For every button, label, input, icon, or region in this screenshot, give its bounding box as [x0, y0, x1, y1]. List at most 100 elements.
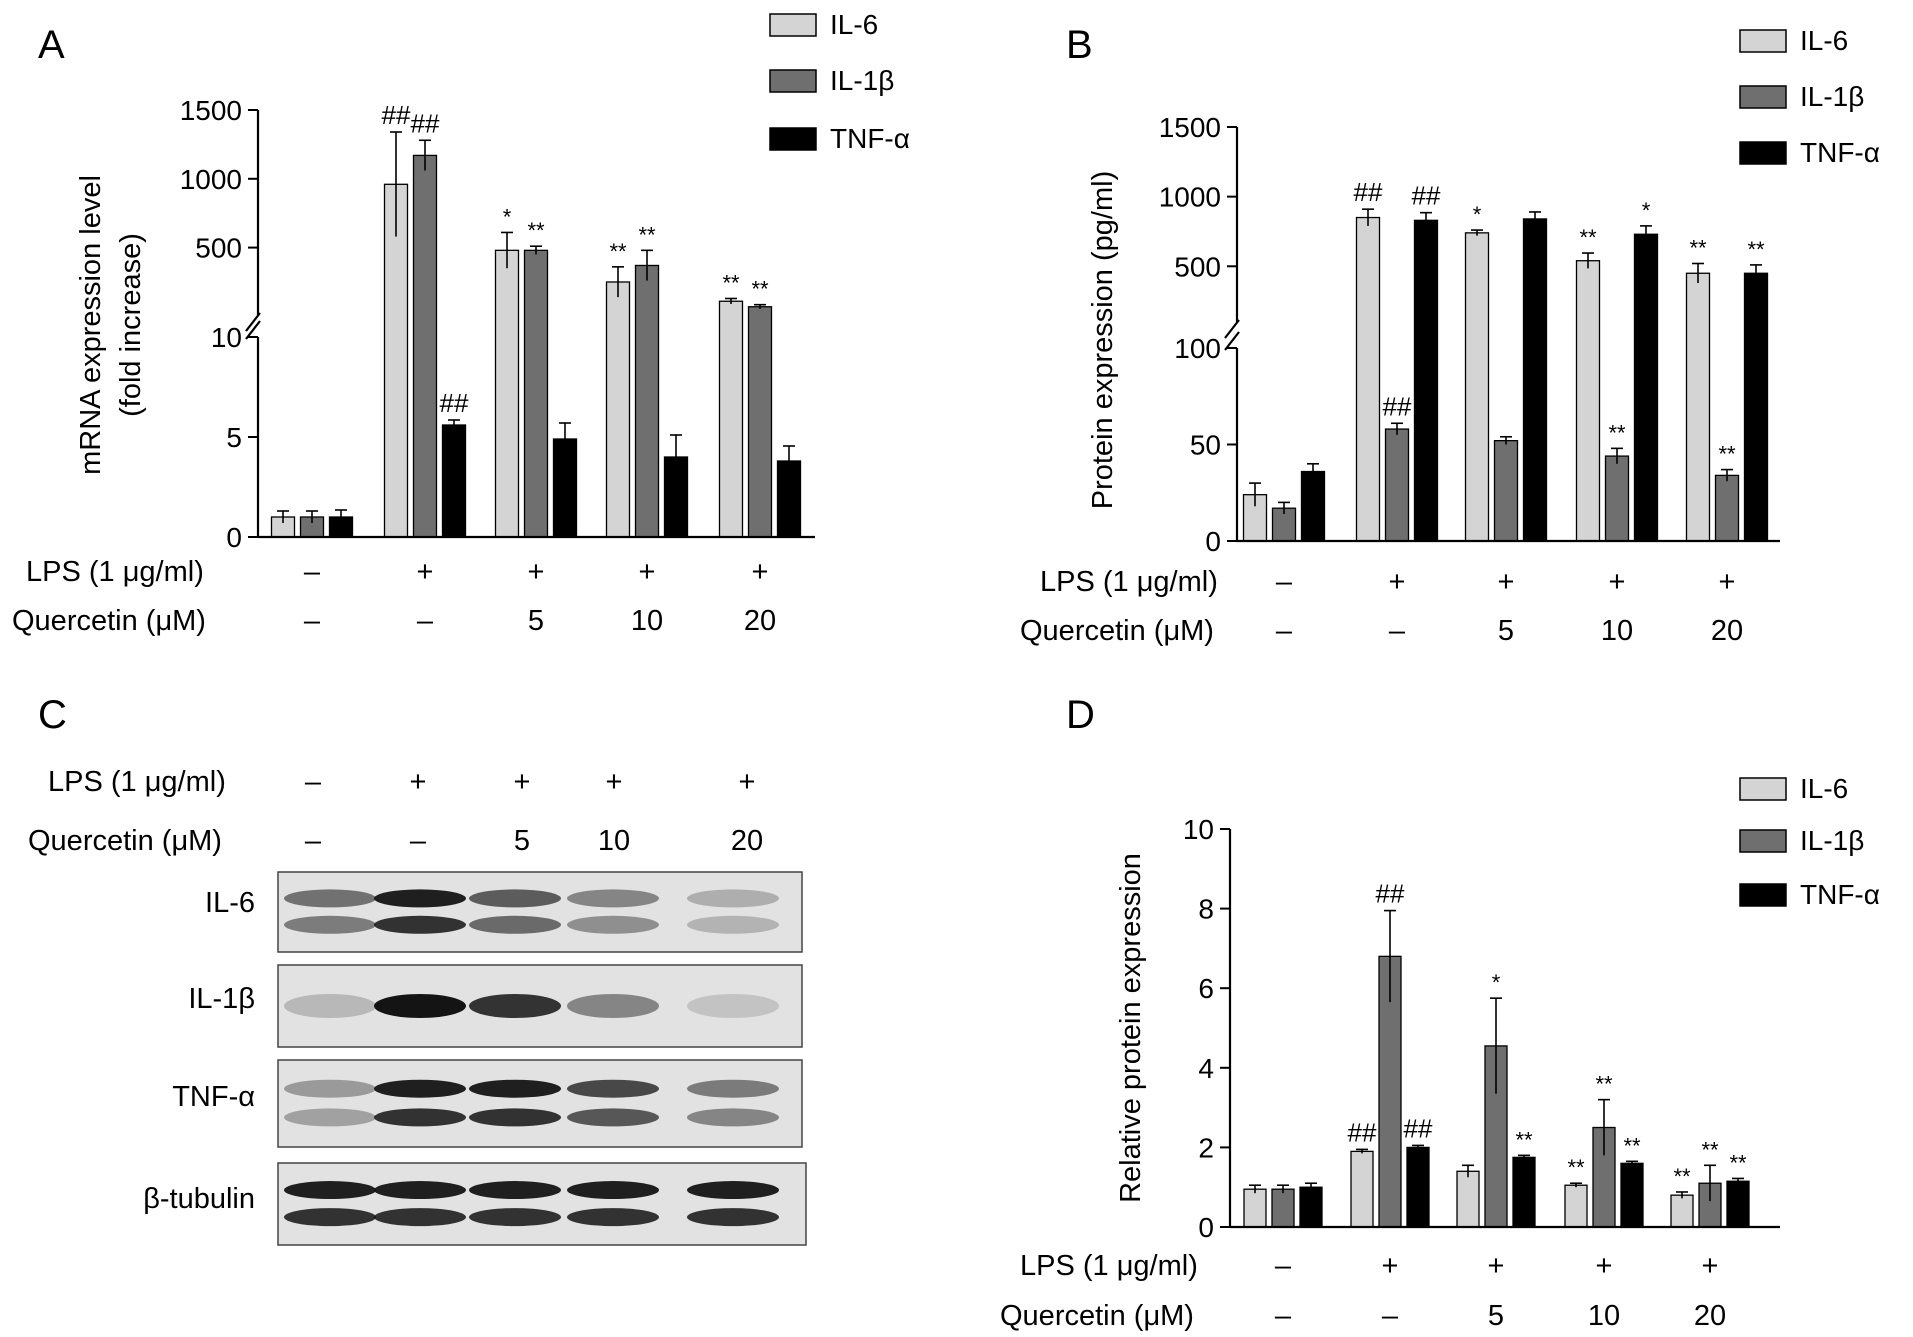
- quercetin-value-c-3: 10: [598, 825, 630, 857]
- bar-b-2-1: [1413, 219, 1439, 542]
- bar-a-0-4: [718, 300, 744, 538]
- bar-a-1-1: [412, 154, 438, 538]
- lps-value-a-0: –: [304, 556, 321, 588]
- y-tick-label-d-0: 0: [1198, 1212, 1214, 1243]
- legend-a-label-il6: IL-6: [830, 9, 878, 40]
- annotation-b-1-4: **: [1718, 442, 1736, 467]
- lps-value-a-1: +: [417, 556, 434, 588]
- annotation-d-0-1: ##: [1348, 1117, 1377, 1147]
- annotation-a-1-4: **: [751, 277, 769, 302]
- bar-d-2-2: [1512, 1156, 1536, 1228]
- blot-band-3-3-1: [567, 1208, 659, 1227]
- bar-b-0-4: [1685, 272, 1711, 542]
- bar-d-2-3: [1620, 1162, 1644, 1228]
- bar-b-0-1: [1355, 216, 1381, 542]
- blot-band-2-1-0: [374, 1079, 466, 1098]
- blot-band-1-3-0: [567, 994, 659, 1018]
- annotation-d-1-3: **: [1595, 1072, 1613, 1097]
- blot-band-3-0-0: [284, 1181, 376, 1200]
- bar-b-1-2: [1493, 439, 1519, 542]
- lps-value-a-4: +: [752, 556, 769, 588]
- lps-value-b-0: –: [1276, 566, 1293, 598]
- y-tick-label-a-1: 5: [226, 422, 242, 453]
- blot-band-2-0-0: [284, 1079, 376, 1098]
- legend-b-swatch-il1b: [1739, 85, 1787, 109]
- blot-label-1: IL-1β: [188, 983, 255, 1015]
- bar-a-0-2: [494, 249, 520, 538]
- legend-d-label-il6: IL-6: [1800, 773, 1848, 804]
- quercetin-value-d-2: 5: [1488, 1300, 1504, 1332]
- y-tick-label-b-3: 500: [1174, 251, 1221, 282]
- blot-band-0-0-0: [284, 889, 376, 908]
- annotation-d-2-4: **: [1729, 1150, 1747, 1175]
- legend-d-swatch-tnf: [1739, 883, 1787, 907]
- bar-d-0-1: [1350, 1150, 1374, 1228]
- blot-band-2-0-1: [284, 1108, 376, 1127]
- bar-b-2-2: [1522, 218, 1548, 542]
- legend-b-swatch-tnf: [1739, 141, 1787, 165]
- lps-value-d-0: –: [1275, 1250, 1292, 1282]
- blot-band-0-1-1: [374, 915, 466, 934]
- bar-a-2-1: [441, 424, 467, 538]
- lps-value-b-4: +: [1719, 566, 1736, 598]
- blot-band-0-0-1: [284, 915, 376, 934]
- y-tick-label-b-2: 100: [1174, 333, 1221, 364]
- legend-b-label-il6: IL-6: [1800, 25, 1848, 56]
- lps-value-a-2: +: [528, 556, 545, 588]
- bar-d-0-0: [1243, 1188, 1267, 1228]
- lps-value-b-2: +: [1498, 566, 1515, 598]
- blot-band-2-1-1: [374, 1108, 466, 1127]
- blot-label-2: TNF-α: [172, 1081, 255, 1113]
- lps-value-d-3: +: [1596, 1250, 1613, 1282]
- quercetin-value-b-3: 10: [1601, 615, 1633, 647]
- legend-b-swatch-il6: [1739, 29, 1787, 53]
- quercetin-value-b-4: 20: [1711, 615, 1743, 647]
- legend-a-label-tnf: TNF-α: [830, 123, 910, 154]
- quercetin-label-a: Quercetin (μM): [12, 605, 206, 637]
- western-blot: IL-6 IL-1β TNF-α β-tubulin: [143, 871, 807, 1246]
- legend-a-swatch-il1b: [769, 69, 817, 93]
- lps-value-a-3: +: [639, 556, 656, 588]
- annotation-b-1-1: ##: [1383, 391, 1412, 421]
- bar-d-2-0: [1299, 1186, 1323, 1228]
- quercetin-value-d-0: –: [1275, 1300, 1292, 1332]
- annotation-b-1-3: **: [1608, 420, 1626, 445]
- annotation-a-0-1: ##: [382, 100, 411, 130]
- y-axis-label-d-0: Relative protein expression: [1115, 853, 1147, 1203]
- annotation-b-0-4: **: [1689, 236, 1707, 261]
- annotation-a-1-3: **: [638, 222, 656, 247]
- bar-b-2-0: [1300, 470, 1326, 542]
- bar-a-1-4: [747, 306, 773, 538]
- blot-box-3: [277, 1162, 807, 1246]
- quercetin-value-c-1: –: [410, 825, 427, 857]
- blot-box-2: [277, 1059, 803, 1148]
- chart-b: ##*** **##****## ***05010050010001500Prote…: [1087, 112, 1780, 557]
- y-tick-label-b-1: 50: [1190, 430, 1221, 461]
- annotation-a-1-2: **: [527, 218, 545, 243]
- y-tick-label-b-4: 1000: [1159, 182, 1221, 213]
- blot-band-0-4-1: [687, 915, 779, 934]
- lps-value-c-3: +: [606, 766, 623, 798]
- lps-value-c-0: –: [305, 766, 322, 798]
- blot-band-3-2-0: [469, 1181, 561, 1200]
- annotation-d-1-4: **: [1701, 1137, 1719, 1162]
- bar-d-0-4: [1670, 1194, 1694, 1228]
- bar-b-1-4: [1714, 474, 1740, 542]
- bar-b-1-3: [1604, 455, 1630, 542]
- blot-band-2-2-0: [469, 1079, 561, 1098]
- blot-band-1-0-0: [284, 994, 376, 1018]
- bar-b-0-2: [1464, 232, 1490, 542]
- blot-band-0-3-1: [567, 915, 659, 934]
- annotation-b-0-2: *: [1473, 202, 1482, 227]
- y-axis-label-a-0: mRNA expression level: [75, 175, 107, 475]
- annotation-d-2-1: ##: [1404, 1113, 1433, 1143]
- legend-d-label-tnf: TNF-α: [1800, 879, 1880, 910]
- bar-b-1-1: [1384, 428, 1410, 542]
- legend-d-swatch-il6: [1739, 777, 1787, 801]
- y-tick-label-d-5: 10: [1183, 814, 1214, 845]
- y-tick-label-d-2: 4: [1198, 1053, 1214, 1084]
- annotation-b-2-4: **: [1747, 237, 1765, 262]
- panel-label-a: A: [38, 23, 65, 67]
- blot-band-2-3-0: [567, 1079, 659, 1098]
